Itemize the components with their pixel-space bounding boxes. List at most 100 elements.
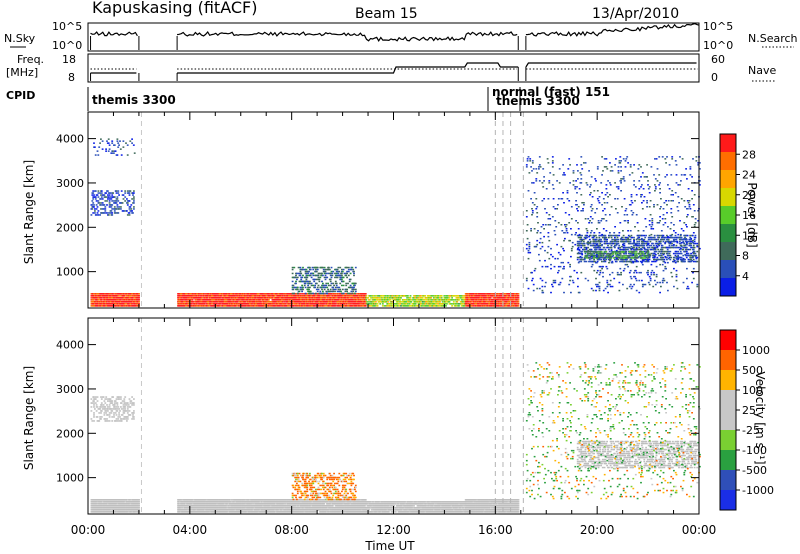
data-cell [427, 305, 430, 307]
data-cell [305, 268, 308, 271]
data-cell [323, 288, 326, 291]
data-cell [323, 272, 326, 275]
data-cell [103, 212, 106, 214]
data-cell [565, 224, 568, 226]
data-cell [299, 270, 302, 273]
data-cell [111, 208, 114, 210]
data-cell [100, 192, 103, 194]
data-cell [643, 255, 646, 257]
data-cell [689, 260, 692, 263]
data-cell [601, 260, 603, 263]
data-cell [577, 261, 580, 264]
data-cell [664, 242, 666, 245]
data-cell [122, 194, 125, 196]
data-cell [695, 254, 698, 257]
data-cell [184, 301, 187, 303]
data-cell [336, 276, 339, 279]
data-cell [589, 242, 592, 245]
data-cell [602, 275, 604, 278]
data-cell [376, 295, 379, 297]
data-cell [633, 244, 636, 247]
data-cell [313, 295, 316, 297]
data-cell [526, 160, 529, 162]
data-cell [414, 295, 417, 297]
data-cell [576, 258, 579, 261]
data-cell [297, 272, 300, 275]
data-cell [418, 299, 421, 301]
data-cell [623, 180, 626, 182]
data-cell [577, 251, 580, 254]
data-cell [399, 299, 402, 301]
data-cell [337, 266, 340, 269]
data-cell [369, 297, 372, 299]
data-cell [100, 204, 102, 206]
data-cell [330, 301, 333, 303]
data-cell [400, 301, 402, 303]
data-cell [500, 305, 503, 307]
data-cell [298, 293, 301, 295]
data-cell [106, 301, 108, 303]
data-cell [307, 295, 310, 297]
data-cell [689, 238, 692, 241]
data-cell [580, 156, 583, 158]
data-cell [682, 240, 685, 243]
data-cell [414, 297, 416, 299]
data-cell [694, 236, 697, 239]
data-cell [474, 305, 477, 307]
data-cell [343, 272, 346, 275]
data-cell [615, 260, 618, 263]
data-cell [626, 258, 628, 261]
data-cell [207, 305, 210, 307]
data-cell [676, 258, 679, 261]
data-cell [324, 268, 327, 271]
data-cell [576, 252, 579, 255]
data-cell [448, 301, 451, 303]
data-cell [551, 156, 554, 158]
data-cell [657, 234, 660, 237]
data-cell [614, 246, 616, 249]
data-cell [281, 305, 284, 307]
data-cell [556, 243, 558, 246]
data-cell [483, 299, 486, 301]
data-cell [493, 293, 496, 295]
data-cell [588, 258, 591, 261]
data-cell [577, 247, 579, 250]
data-cell [606, 168, 609, 170]
data-cell [272, 293, 275, 295]
data-cell [693, 250, 696, 253]
data-cell [659, 242, 662, 245]
data-cell [130, 204, 133, 206]
data-cell [617, 188, 620, 190]
data-cell [663, 250, 666, 253]
data-cell [537, 222, 539, 224]
data-cell [543, 228, 545, 230]
data-cell [341, 288, 344, 291]
data-cell [547, 224, 550, 226]
data-cell [310, 292, 313, 295]
data-cell [618, 234, 621, 237]
data-cell [609, 182, 611, 184]
data-cell [94, 190, 97, 192]
data-cell [112, 293, 114, 295]
data-cell [300, 272, 303, 275]
data-cell [617, 251, 620, 253]
data-cell [673, 256, 676, 259]
data-cell [321, 280, 323, 283]
data-cell [554, 281, 557, 284]
data-cell [581, 239, 584, 242]
data-cell [596, 269, 599, 272]
data-cell [587, 218, 590, 220]
data-cell [128, 214, 131, 216]
data-cell [244, 301, 247, 303]
data-cell [593, 234, 595, 237]
data-cell [622, 258, 625, 261]
data-cell [285, 295, 288, 297]
data-cell [312, 292, 315, 295]
data-cell [184, 297, 187, 299]
data-cell [122, 140, 125, 142]
data-cell [207, 293, 210, 295]
data-cell [315, 292, 317, 295]
data-cell [362, 293, 365, 295]
data-cell [529, 251, 532, 254]
